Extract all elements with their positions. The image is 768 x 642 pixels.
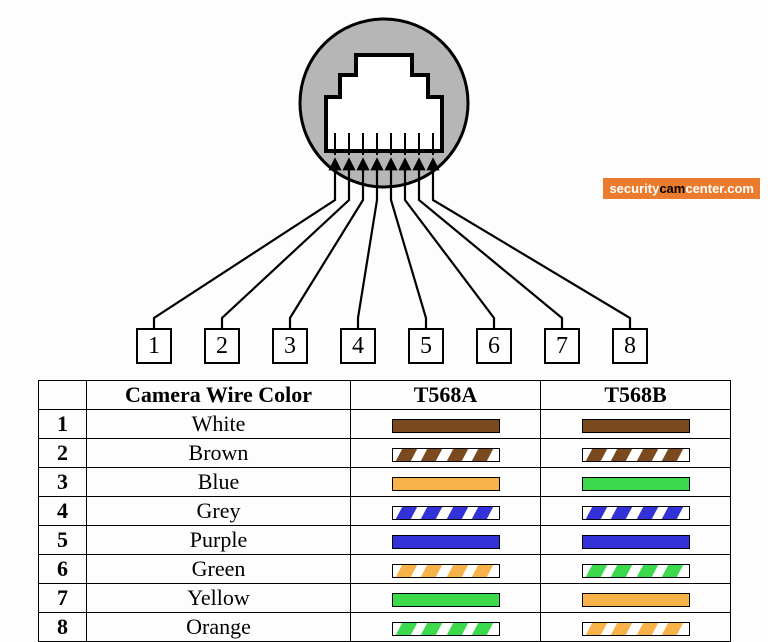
- t568a-swatch: [351, 613, 541, 642]
- wire-color-name: Blue: [87, 468, 351, 497]
- header-blank: [39, 381, 87, 410]
- pin-box-7: 7: [544, 328, 580, 364]
- pin-box-8: 8: [612, 328, 648, 364]
- pin-box-2: 2: [204, 328, 240, 364]
- row-number: 7: [39, 584, 87, 613]
- wire-color-name: Orange: [87, 613, 351, 642]
- header-t568a: T568A: [351, 381, 541, 410]
- table-row: 6Green: [39, 555, 731, 584]
- wire-color-name: Brown: [87, 439, 351, 468]
- t568a-swatch: [351, 555, 541, 584]
- t568a-swatch: [351, 526, 541, 555]
- table-row: 2Brown: [39, 439, 731, 468]
- table-row: 8Orange: [39, 613, 731, 642]
- pin-box-3: 3: [272, 328, 308, 364]
- t568a-swatch: [351, 410, 541, 439]
- row-number: 1: [39, 410, 87, 439]
- wire-color-name: Purple: [87, 526, 351, 555]
- wire-color-table-wrap: Camera Wire Color T568A T568B 1White2Bro…: [38, 380, 730, 642]
- t568a-swatch: [351, 468, 541, 497]
- pin-box-5: 5: [408, 328, 444, 364]
- t568b-swatch: [541, 439, 731, 468]
- pin-box-4: 4: [340, 328, 376, 364]
- wire-color-name: White: [87, 410, 351, 439]
- watermark-badge: securitycamcenter.com: [603, 178, 760, 199]
- table-row: 7Yellow: [39, 584, 731, 613]
- row-number: 3: [39, 468, 87, 497]
- row-number: 8: [39, 613, 87, 642]
- t568b-swatch: [541, 584, 731, 613]
- t568b-swatch: [541, 526, 731, 555]
- t568a-swatch: [351, 497, 541, 526]
- connector-diagram: securitycamcenter.com 12345678: [0, 0, 768, 380]
- row-number: 2: [39, 439, 87, 468]
- header-wire-color: Camera Wire Color: [87, 381, 351, 410]
- t568a-swatch: [351, 584, 541, 613]
- wire-color-name: Green: [87, 555, 351, 584]
- header-t568b: T568B: [541, 381, 731, 410]
- wire-color-name: Grey: [87, 497, 351, 526]
- table-header-row: Camera Wire Color T568A T568B: [39, 381, 731, 410]
- row-number: 6: [39, 555, 87, 584]
- row-number: 4: [39, 497, 87, 526]
- wire-color-table: Camera Wire Color T568A T568B 1White2Bro…: [38, 380, 731, 642]
- t568b-swatch: [541, 497, 731, 526]
- row-number: 5: [39, 526, 87, 555]
- table-row: 4Grey: [39, 497, 731, 526]
- t568b-swatch: [541, 468, 731, 497]
- t568b-swatch: [541, 555, 731, 584]
- t568a-swatch: [351, 439, 541, 468]
- table-row: 1White: [39, 410, 731, 439]
- t568b-swatch: [541, 613, 731, 642]
- pin-box-6: 6: [476, 328, 512, 364]
- table-row: 3Blue: [39, 468, 731, 497]
- wire-color-name: Yellow: [87, 584, 351, 613]
- t568b-swatch: [541, 410, 731, 439]
- table-row: 5Purple: [39, 526, 731, 555]
- pin-box-1: 1: [136, 328, 172, 364]
